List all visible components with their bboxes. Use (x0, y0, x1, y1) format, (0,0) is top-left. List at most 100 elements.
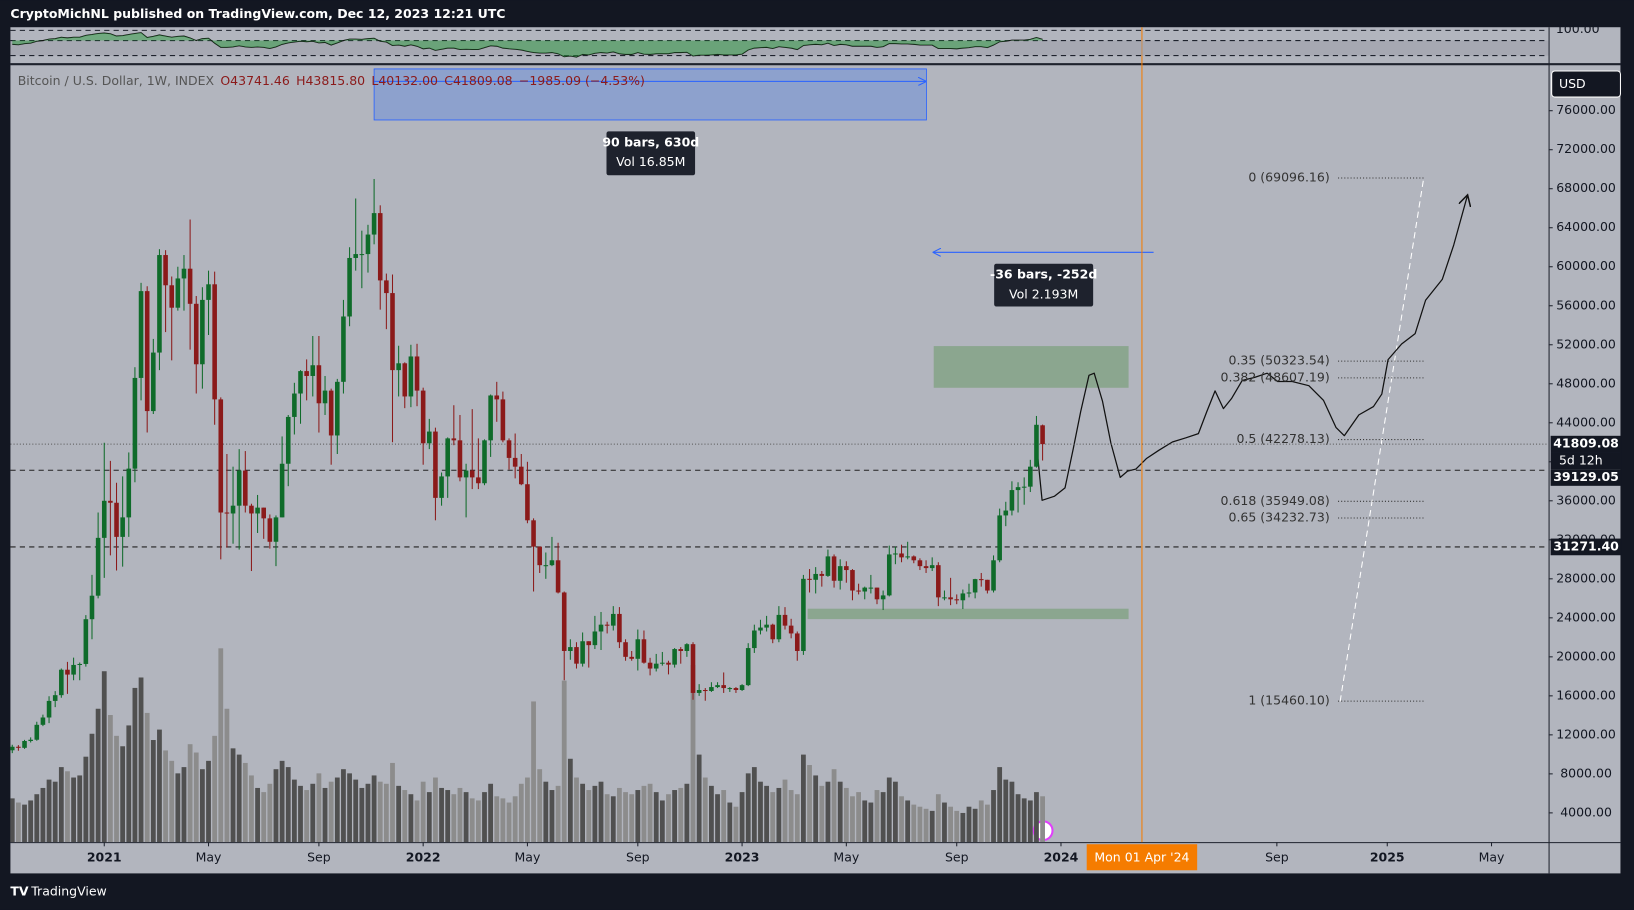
volume-bar (555, 785, 561, 843)
x-tick-label: Sep (626, 849, 650, 864)
candle-body (488, 395, 493, 441)
volume-bar (537, 769, 543, 843)
candle-body (574, 647, 579, 664)
volume-bar (1015, 794, 1021, 843)
volume-bar (635, 790, 641, 843)
candle-body (543, 565, 549, 567)
volume-bar (549, 790, 555, 843)
volume-bar (83, 756, 89, 843)
volume-bar (126, 725, 132, 843)
volume-bar (193, 752, 199, 843)
volume-bar (175, 773, 181, 843)
y-tick-label: 56000.00 (1556, 297, 1616, 312)
volume-bar (457, 787, 463, 843)
candle-body (758, 627, 763, 631)
volume-bar (794, 794, 800, 843)
volume-bar (10, 798, 15, 843)
candle-body (641, 639, 647, 663)
price-badge-label: 41809.08 (1553, 436, 1619, 451)
candle-body (696, 689, 702, 693)
fib-label: 1 (15460.10) (1248, 693, 1329, 708)
volume-bar (856, 792, 861, 843)
volume-bar (580, 783, 586, 843)
volume-bar (512, 796, 518, 843)
volume-bar (892, 781, 898, 843)
volume-bar (242, 762, 248, 843)
volume-bar (617, 787, 622, 843)
volume-bar (414, 800, 420, 843)
y-tick-label: 28000.00 (1556, 570, 1616, 585)
candle-body (34, 724, 40, 740)
volume-bar (506, 802, 512, 843)
x-tick-label: 2021 (87, 849, 122, 864)
candle-body (690, 644, 696, 693)
volume-bar (71, 777, 76, 843)
volume-bar (230, 748, 236, 843)
volume-bar (445, 790, 451, 843)
legend-value: C41809.08 (444, 73, 512, 88)
candle-body (794, 633, 800, 651)
volume-bar (899, 796, 904, 843)
price-badge (1550, 435, 1622, 453)
candle-body (782, 614, 788, 626)
volume-bar (604, 794, 610, 843)
volume-bar (745, 773, 751, 843)
volume-bar (1034, 792, 1039, 843)
price-badge (1550, 538, 1622, 556)
candle-body (1034, 424, 1039, 467)
volume-bar (371, 775, 377, 843)
candle-body (647, 662, 653, 669)
volume-bar (690, 664, 696, 843)
currency[interactable]: USD (1559, 76, 1586, 91)
volume-bar (383, 783, 389, 843)
volume-bar (942, 802, 947, 843)
currency-button[interactable] (1551, 70, 1621, 98)
x-tick-label: 2023 (725, 849, 760, 864)
volume-bar (273, 769, 279, 843)
volume-bar (825, 781, 831, 843)
date-range (373, 68, 927, 121)
volume-bar (34, 794, 40, 843)
volume-bar (819, 785, 825, 843)
candle-body (531, 520, 536, 547)
candle-body (733, 688, 739, 690)
candle-body (10, 746, 15, 751)
x-tick-label: May (515, 849, 541, 864)
volume-bar (89, 733, 95, 843)
volume-bar (359, 787, 365, 843)
candle-body (997, 515, 1002, 561)
volume-bar (874, 790, 880, 843)
candle-body (335, 381, 340, 436)
candle-body (929, 565, 935, 569)
volume-bar (574, 777, 579, 843)
candle-body (175, 278, 181, 308)
volume-bar (157, 729, 162, 843)
candle-body (157, 255, 162, 353)
candle-body (169, 285, 175, 308)
volume-bar (285, 767, 291, 843)
y-tick-label: 12000.00 (1556, 726, 1616, 741)
volume-bar (304, 790, 310, 843)
date-marker-label: Mon 01 Apr '24 (1094, 849, 1189, 864)
volume-bar (960, 812, 966, 843)
volume-bar (120, 746, 126, 843)
candle-body (561, 592, 567, 651)
volume-bar (249, 775, 254, 843)
candle-body (580, 641, 585, 664)
candle-body (555, 560, 561, 593)
candle-body (224, 512, 230, 514)
candle-body (151, 352, 156, 412)
candle-body (1028, 466, 1033, 487)
candle-body (132, 377, 138, 469)
volume-bar (396, 785, 402, 843)
candle-body (482, 440, 487, 484)
candle-body (764, 624, 769, 628)
volume-bar (586, 790, 592, 843)
candle-body (187, 268, 193, 304)
y-tick-label: 52000.00 (1556, 336, 1616, 351)
volume-bar (206, 760, 211, 843)
candle-body (328, 390, 334, 436)
rsi-pane (10, 29, 1549, 58)
volume-bar (666, 794, 671, 843)
